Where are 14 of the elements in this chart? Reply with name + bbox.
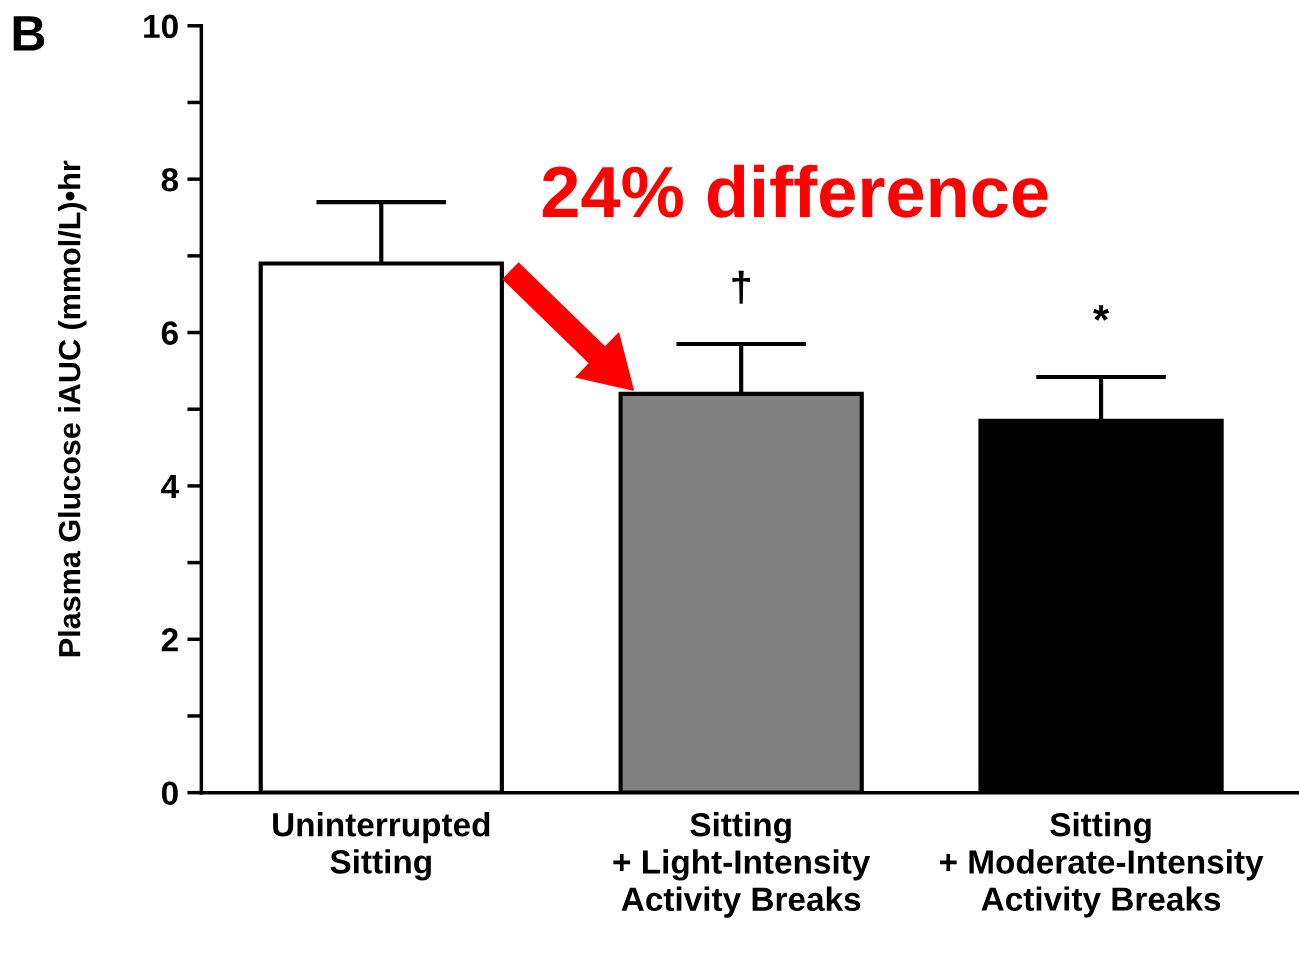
y-tick-label: 4: [161, 475, 179, 498]
y-axis-title: Plasma Glucose iAUC (mmol/L)•hr: [58, 160, 87, 657]
y-tick-label: 6: [161, 321, 178, 345]
y-tick-label: 10: [144, 14, 178, 39]
y-tick-label: 8: [161, 167, 179, 192]
x-tick-label: Sitting + Light-Intensity Activity Breaks: [613, 812, 871, 918]
annotation: †: [732, 270, 750, 304]
x-tick-label: Sitting + Moderate-Intensity Activity Breaks: [939, 812, 1264, 918]
y-tick-label: 0: [161, 781, 178, 806]
annotation: 24% difference: [542, 164, 1048, 218]
x-tick-label: Uninterrupted Sitting: [273, 812, 490, 881]
y-tick-label: 2: [161, 628, 178, 652]
annotation: *: [1093, 305, 1110, 321]
text: B: [13, 16, 45, 51]
